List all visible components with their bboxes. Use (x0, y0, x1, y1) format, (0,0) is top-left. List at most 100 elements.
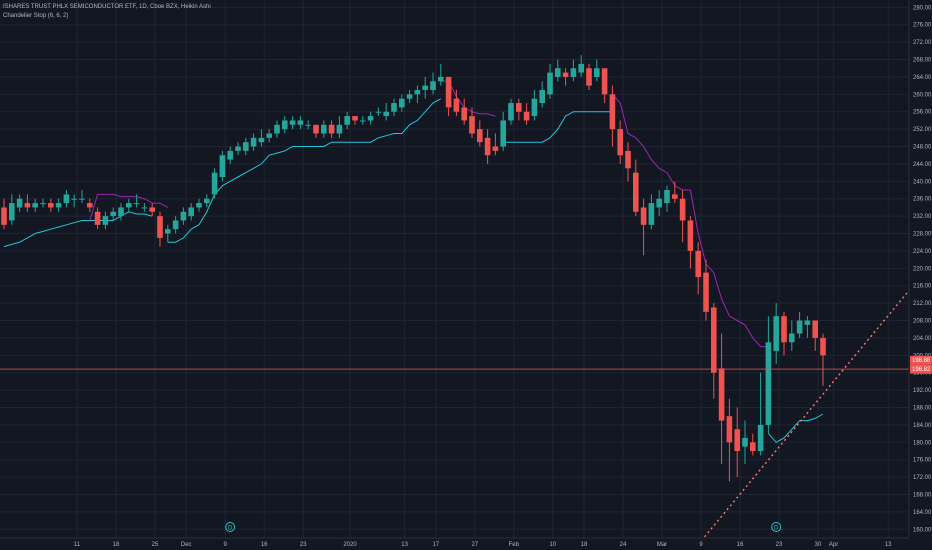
candle-body (820, 337, 826, 356)
candle-body (1, 207, 7, 225)
y-tick-label: 208.00 (913, 319, 932, 325)
candle (523, 103, 530, 125)
x-tick-label: 17 (432, 542, 439, 548)
candle-body (328, 124, 335, 134)
candle-body (48, 203, 54, 208)
candle (141, 203, 148, 212)
candle-body (773, 316, 779, 351)
candle-body (16, 198, 23, 208)
candle-body (539, 89, 545, 104)
x-tick-label: 27 (471, 542, 478, 548)
candle (328, 120, 335, 138)
candle-body (282, 120, 288, 130)
candle-body (438, 76, 444, 82)
candle-body (664, 190, 670, 204)
candle-body (336, 124, 343, 134)
candle-body (718, 368, 725, 421)
price-label: 196.82 (912, 367, 931, 373)
candle (578, 55, 584, 77)
candle-body (274, 124, 280, 134)
candle (500, 111, 506, 151)
candle-body (453, 98, 460, 112)
y-tick-label: 212.00 (913, 301, 932, 307)
candle-body (726, 416, 733, 443)
candle-body (508, 103, 514, 121)
candle (687, 216, 694, 269)
candle-body (570, 68, 577, 77)
dividend-marker-label: D (774, 526, 779, 532)
x-tick-label: 23 (300, 542, 307, 548)
y-tick-label: 216.00 (913, 284, 932, 290)
candle (48, 198, 54, 212)
candle-body (305, 124, 311, 126)
dividend-marker[interactable]: D (771, 522, 782, 532)
candle (24, 194, 31, 212)
candle-body (297, 120, 304, 125)
candle-body (430, 81, 436, 90)
candle (711, 303, 717, 399)
candle-body (586, 68, 592, 86)
candle-body (313, 124, 319, 134)
x-tick-label: 13 (401, 542, 408, 548)
candle-body (812, 320, 818, 338)
dividend-marker[interactable]: D (225, 522, 236, 532)
candle (204, 194, 210, 208)
candle-body (555, 68, 561, 77)
trend-line[interactable] (697, 280, 918, 545)
candle (789, 320, 795, 351)
candle-body (227, 150, 233, 160)
candle (321, 120, 327, 138)
candle (586, 63, 592, 90)
candle-body (500, 120, 506, 147)
indicator-label[interactable]: Chandelier Stop (6, 6, 2) (3, 13, 69, 19)
candle-body (789, 333, 795, 343)
candle (430, 72, 436, 95)
candle (149, 203, 155, 217)
time-axis[interactable]: 11 18 25 Dec 9 16 23 2020 13 17 27 Feb 10 18 24 Mar 9 16 2… (74, 542, 892, 548)
candle (601, 68, 608, 104)
candle (609, 85, 616, 147)
candle (594, 59, 600, 82)
candle-body (79, 198, 85, 200)
candle (126, 198, 132, 212)
candle (508, 98, 514, 125)
candle-body (492, 146, 499, 151)
x-tick-label: Mar (657, 542, 667, 548)
candle (1, 198, 7, 230)
y-tick-label: 280.00 (913, 5, 932, 11)
candle (102, 211, 109, 230)
candle (531, 89, 538, 121)
candle-body (391, 103, 397, 112)
candle (383, 103, 389, 121)
candle-body (516, 103, 522, 112)
candle (266, 129, 272, 143)
chart-legend: ISHARES TRUST PHLX SEMICONDUCTOR ETF, 1D… (3, 3, 211, 21)
candle-body (133, 203, 140, 205)
candle-body (625, 150, 631, 169)
candle-body (172, 220, 179, 230)
y-tick-label: 220.00 (913, 266, 932, 272)
x-tick-label: 9 (224, 542, 228, 548)
candle (718, 333, 725, 465)
candle-body (765, 342, 772, 425)
candle-body (71, 198, 77, 200)
x-tick-label: 18 (581, 542, 588, 548)
chart-title[interactable]: ISHARES TRUST PHLX SEMICONDUCTOR ETF, 1D… (3, 4, 211, 10)
x-tick-label: 9 (699, 542, 703, 548)
x-tick-label: 16 (261, 542, 268, 548)
candle-body (204, 198, 210, 204)
candle-body (126, 203, 132, 208)
candle (640, 198, 647, 256)
candle (461, 98, 467, 125)
y-tick-label: 276.00 (913, 23, 932, 29)
candle (63, 190, 70, 208)
candle-body (211, 172, 218, 195)
candle-body (243, 142, 249, 151)
candle (375, 107, 382, 117)
y-tick-label: 184.00 (913, 423, 932, 429)
candle-body (703, 272, 709, 312)
candle-body (461, 107, 467, 121)
candle (781, 311, 787, 356)
